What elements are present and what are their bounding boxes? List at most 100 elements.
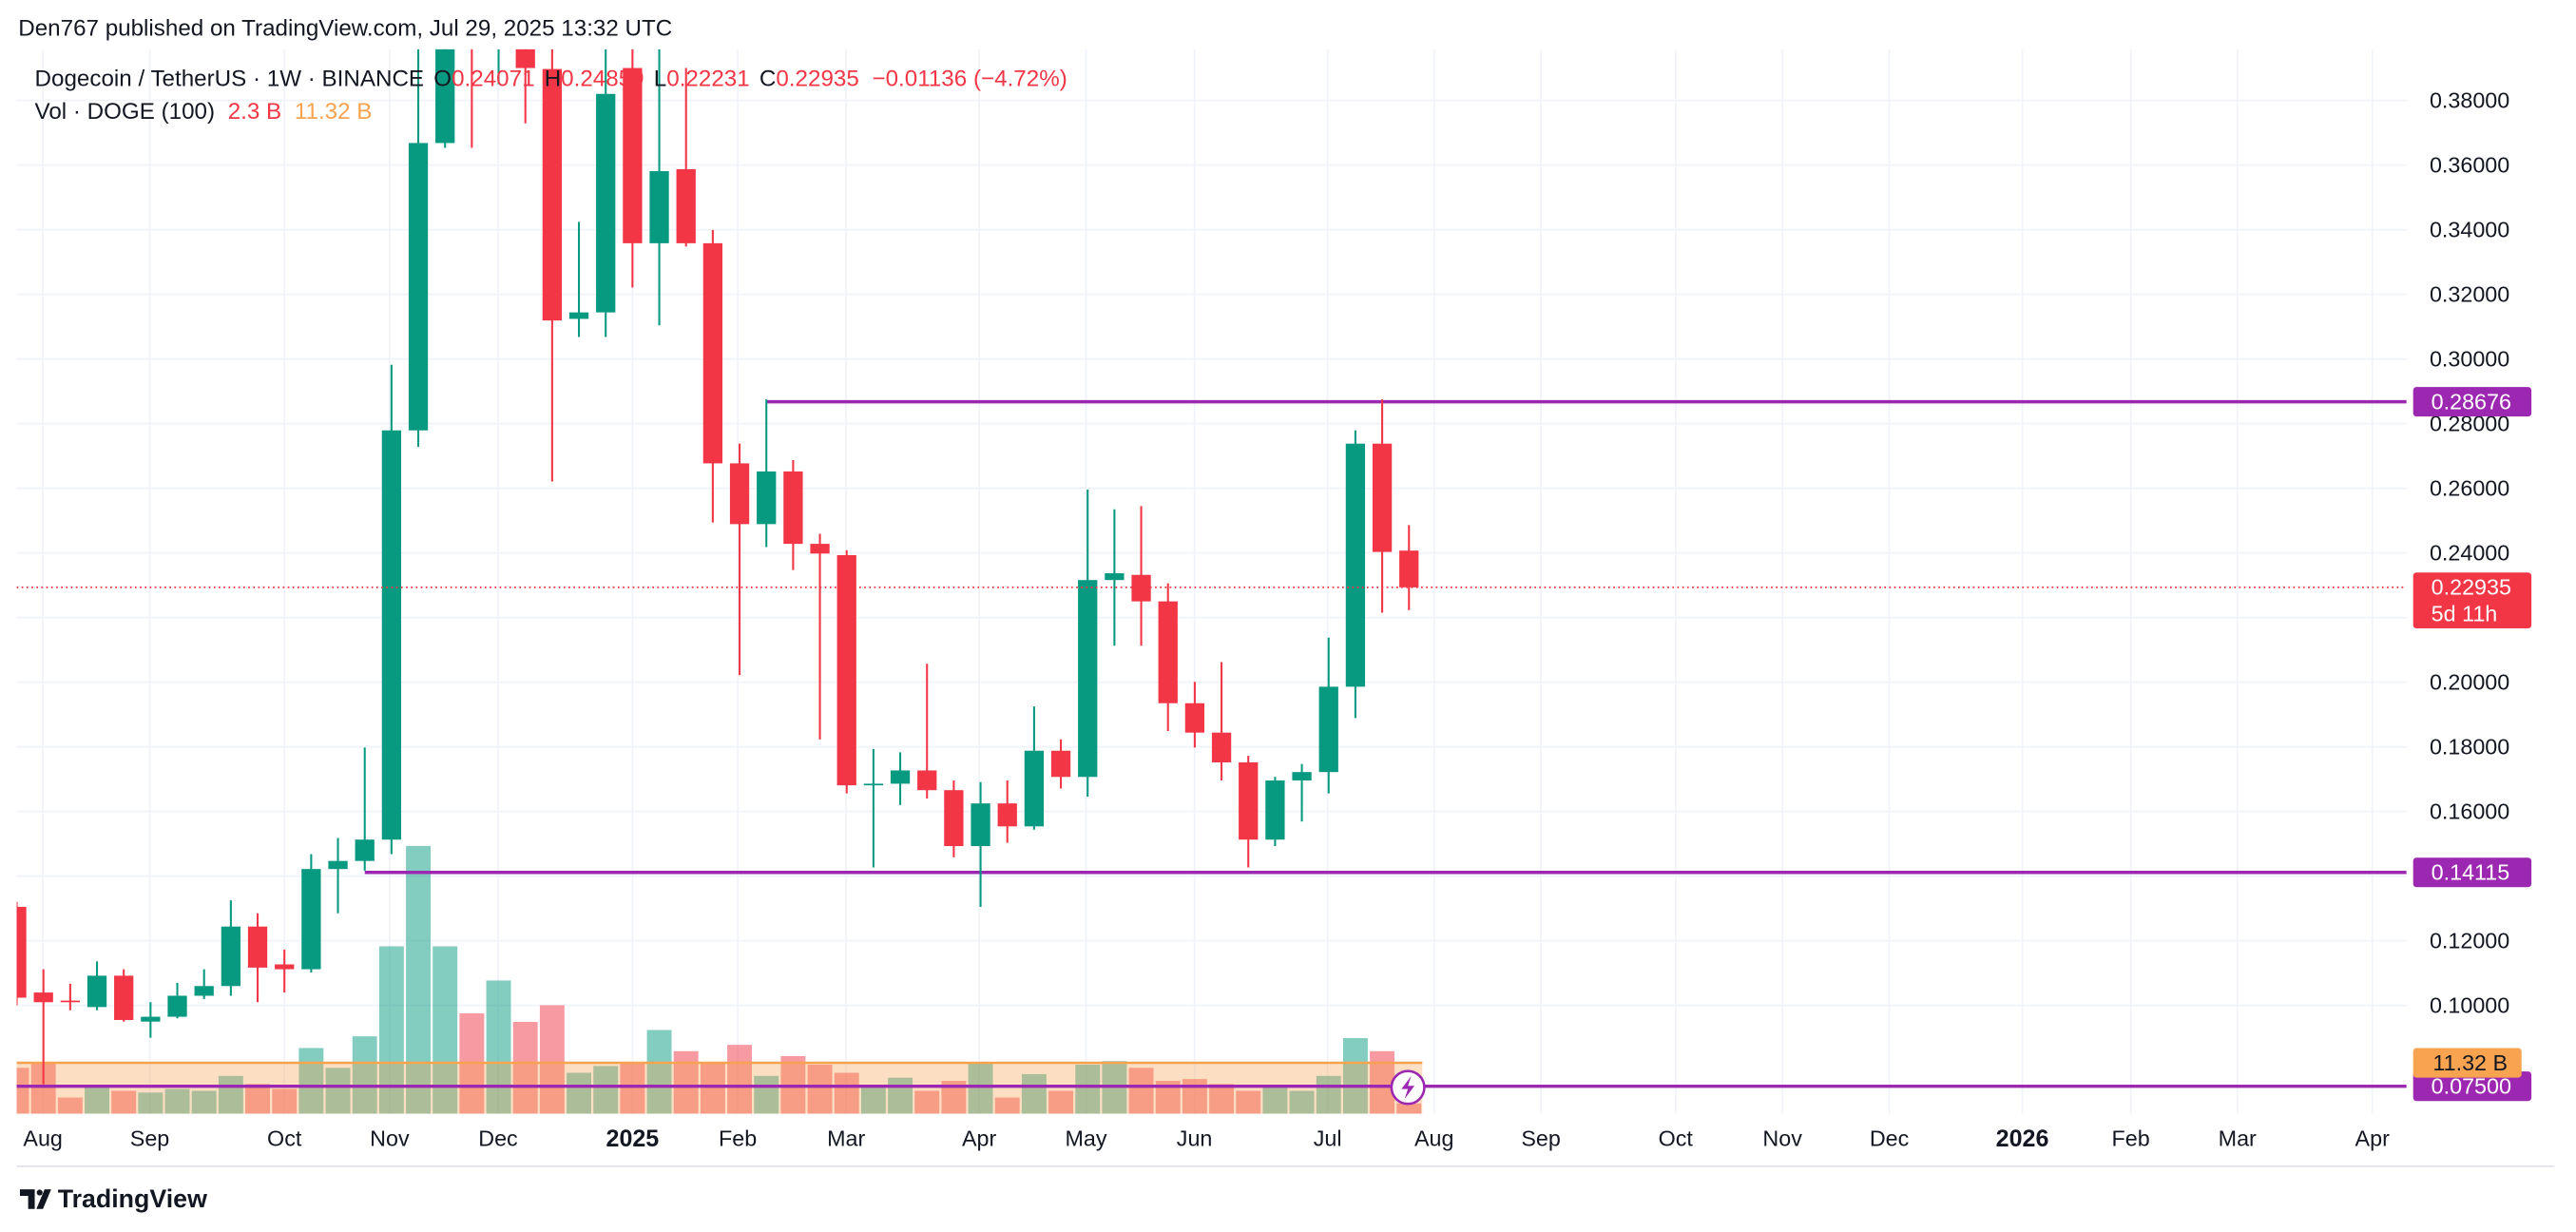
volume-bar <box>486 980 511 1114</box>
candle-body <box>275 964 295 970</box>
x-tick-label: Jul <box>1314 1126 1342 1150</box>
y-tick-label: 0.16000 <box>2430 799 2509 824</box>
volume-ma-area <box>16 1062 1423 1114</box>
volume-bar <box>111 1090 137 1114</box>
volume-bar <box>620 1063 645 1114</box>
candle-body <box>408 143 429 431</box>
volume-bar <box>1236 1090 1261 1114</box>
volume-bar <box>352 1036 377 1114</box>
volume-bar <box>754 1075 779 1114</box>
x-tick-label: Oct <box>1659 1126 1694 1150</box>
y-tick-label: 0.30000 <box>2430 346 2509 371</box>
x-tick-label: Mar <box>2219 1126 2257 1150</box>
level-badge <box>2413 857 2532 888</box>
candle-body <box>729 463 750 525</box>
legend-low: 0.22231 <box>666 67 749 92</box>
candle-body <box>676 168 696 243</box>
volume-bar <box>1209 1084 1235 1114</box>
x-tick-label: Feb <box>2112 1126 2150 1150</box>
candle-body <box>1211 732 1232 762</box>
candle-body <box>596 93 616 313</box>
level-badge <box>2413 1071 2532 1102</box>
logo-mark <box>19 1189 51 1209</box>
y-tick-label: 0.26000 <box>2430 475 2509 500</box>
candle-body <box>221 926 241 987</box>
plot-area <box>16 48 2407 1114</box>
candle-body <box>1372 443 1393 552</box>
countdown: 5d 11h <box>2432 601 2498 626</box>
volume-bar <box>1075 1064 1101 1114</box>
candle-body <box>515 48 535 68</box>
legend-open: 0.24071 <box>452 67 534 92</box>
candle-body <box>247 926 268 968</box>
volume-bar <box>16 1068 29 1114</box>
volume-bar <box>298 1048 324 1114</box>
symbol-legend: Dogecoin / TetherUS · 1W · BINANCE O0.24… <box>35 67 1067 92</box>
x-tick-label: Apr <box>2355 1126 2391 1150</box>
candle-body <box>568 312 589 319</box>
volume-bar <box>1128 1068 1154 1114</box>
volume-bar <box>325 1068 351 1114</box>
volume-bar <box>245 1084 270 1114</box>
volume-bar <box>914 1090 940 1114</box>
candle-body <box>1105 573 1125 581</box>
alert-bolt <box>1401 1075 1415 1100</box>
legend-key: O <box>433 67 452 92</box>
volume-bar <box>512 1021 538 1114</box>
axes: 0.100000.120000.140000.160000.180000.200… <box>23 87 2532 1152</box>
volume-bar <box>994 1097 1020 1114</box>
volume-ma-legend: 11.32 B <box>295 100 373 125</box>
candle-body <box>836 554 856 786</box>
y-tick-label: 0.38000 <box>2430 87 2509 112</box>
volume-bar <box>1342 1038 1368 1114</box>
candle-body <box>355 839 375 861</box>
brand-logo <box>19 1189 51 1209</box>
candle-body <box>702 242 723 464</box>
x-tick-label: Mar <box>827 1126 865 1150</box>
volume-bar <box>1262 1086 1288 1114</box>
candle-body <box>783 471 803 545</box>
level-label: 0.28676 <box>2432 390 2511 414</box>
candle-body <box>542 68 563 321</box>
x-tick-label: Jun <box>1177 1126 1213 1150</box>
candle-body <box>890 770 911 784</box>
volume-bar <box>1048 1090 1074 1114</box>
candle-body <box>1292 772 1312 781</box>
candle-body <box>1158 601 1178 703</box>
candle-body <box>997 803 1017 827</box>
x-tick-label: Dec <box>1870 1126 1910 1150</box>
x-tick-label: Feb <box>719 1126 757 1150</box>
volume-bar <box>727 1045 753 1114</box>
x-tick-label: 2025 <box>606 1126 660 1152</box>
candle-body <box>328 860 348 870</box>
x-tick-label: Sep <box>1521 1126 1560 1150</box>
candle-body <box>623 67 643 243</box>
legend-key: L <box>654 67 666 92</box>
volume-bar <box>888 1077 913 1114</box>
volume-bar <box>567 1072 592 1114</box>
volume-bar <box>164 1088 190 1114</box>
candle-body <box>1024 750 1045 827</box>
volume-last: 2.3 B <box>228 100 281 125</box>
candle-body <box>194 986 214 996</box>
symbol: Dogecoin / TetherUS · 1W · BINANCE <box>35 67 425 92</box>
x-tick-label: Aug <box>23 1126 62 1150</box>
level-label: 0.14115 <box>2432 860 2510 885</box>
volume-bar <box>138 1092 163 1114</box>
volume-bar <box>860 1088 886 1114</box>
y-tick-label: 0.20000 <box>2430 670 2509 695</box>
candle-body <box>167 995 187 1017</box>
y-tick-label: 0.36000 <box>2430 152 2509 177</box>
candle-body <box>1345 443 1366 687</box>
level-label: 0.07500 <box>2432 1074 2511 1099</box>
x-tick-label: May <box>1066 1126 1107 1150</box>
x-tick-label: Oct <box>267 1126 302 1150</box>
volume-bar <box>700 1063 725 1114</box>
candle-body <box>141 1016 161 1022</box>
volume-ma-badge <box>2413 1048 2522 1078</box>
candle-body <box>381 430 402 840</box>
candle-body <box>1318 686 1338 773</box>
candle-body <box>1265 780 1285 840</box>
volume-bar <box>85 1088 109 1114</box>
candle-body <box>87 975 107 1008</box>
